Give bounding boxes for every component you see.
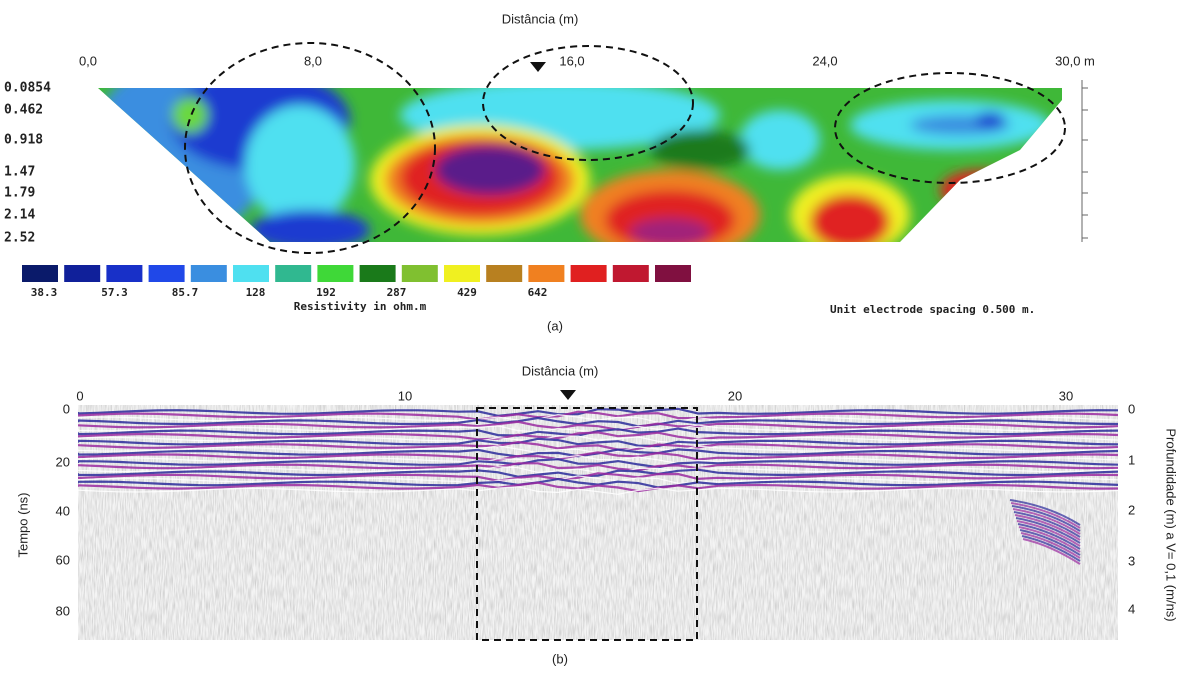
- y-tick-label: 0: [63, 401, 70, 416]
- legend-swatch: [360, 265, 396, 282]
- legend-label: 128: [246, 286, 266, 299]
- depth-tick-label: 0.0854: [4, 81, 51, 96]
- legend-swatch: [655, 265, 691, 282]
- caption: (b): [552, 651, 568, 666]
- legend-swatch: [402, 265, 438, 282]
- blob: [940, 170, 1020, 210]
- blob: [172, 97, 208, 133]
- blob: [630, 218, 710, 246]
- blob: [245, 105, 355, 225]
- x-tick-label: 24,0: [812, 53, 837, 68]
- blob: [975, 112, 1005, 128]
- figure: Distância (m) 0,0 8,0 16,0 24,0 30,0 m 0.085…: [0, 0, 1184, 668]
- depth-tick-label: 2.14: [4, 208, 35, 223]
- legend-swatch: [528, 265, 564, 282]
- depth-tick-label: 2.52: [4, 231, 35, 246]
- y2-tick-label: 1: [1128, 452, 1135, 467]
- legend-swatch: [486, 265, 522, 282]
- y2-tick-label: 0: [1128, 401, 1135, 416]
- note: Unit electrode spacing 0.500 m.: [830, 303, 1035, 316]
- x-tick-label: 0,0: [79, 53, 97, 68]
- legend-label: 287: [387, 286, 407, 299]
- y2-ticks: 0 1 2 3 4: [1128, 401, 1135, 616]
- y-tick-label: 40: [56, 503, 70, 518]
- legend-label: 38.3: [31, 286, 58, 299]
- depth-tick-label: 0.918: [4, 133, 43, 148]
- y-tick-label: 20: [56, 454, 70, 469]
- marker-arrow: [560, 390, 576, 400]
- blob: [810, 194, 890, 250]
- y2-tick-label: 3: [1128, 553, 1135, 568]
- legend-swatch: [571, 265, 607, 282]
- blob: [435, 145, 545, 195]
- legend-swatch: [106, 265, 142, 282]
- y2-tick-label: 2: [1128, 502, 1135, 517]
- legend-swatch: [317, 265, 353, 282]
- blob: [650, 130, 750, 170]
- x-tick-label: 8,0: [304, 53, 322, 68]
- legend-title: Resistivity in ohm.m: [294, 300, 427, 313]
- legend-label: 642: [528, 286, 548, 299]
- legend-swatch: [64, 265, 100, 282]
- depth-tick-label: 0.462: [4, 103, 43, 118]
- blob: [740, 110, 820, 170]
- x-tick-label: 30: [1059, 388, 1073, 403]
- page: {"panel_a": {"axis_title": "Distância (m…: [0, 0, 1184, 668]
- radargram: [78, 405, 1118, 640]
- resistivity-section: [90, 60, 1068, 260]
- y2-title: Profundidade (m) a V= 0,1 (m/ns): [1164, 428, 1179, 621]
- legend-label: 429: [457, 286, 477, 299]
- axis-title: Distância (m): [522, 363, 599, 378]
- legend-swatch: [149, 265, 185, 282]
- caption: (a): [547, 318, 563, 333]
- legend-swatch: [613, 265, 649, 282]
- y-title: Tempo (ns): [15, 492, 30, 557]
- axis-title: Distância (m): [502, 11, 579, 26]
- legend-swatch: [444, 265, 480, 282]
- blob: [250, 210, 370, 250]
- x-tick-label: 10: [398, 388, 412, 403]
- y-tick-label: 60: [56, 552, 70, 567]
- y2-tick-label: 4: [1128, 601, 1135, 616]
- legend-label: 192: [316, 286, 336, 299]
- legend-label: 57.3: [101, 286, 128, 299]
- depth-tick-label: 1.79: [4, 186, 35, 201]
- legend-swatch: [275, 265, 311, 282]
- legend-swatch: [233, 265, 269, 282]
- x-tick-label: 16,0: [559, 53, 584, 68]
- marker-arrow: [530, 62, 546, 72]
- legend: 38.3 57.3 85.7 128 192 287 429 642: [22, 265, 691, 299]
- x-tick-label: 20: [728, 388, 742, 403]
- y-tick-label: 80: [56, 603, 70, 618]
- legend-swatch: [22, 265, 58, 282]
- legend-swatch: [191, 265, 227, 282]
- y-ticks: 0 20 40 60 80: [56, 401, 70, 618]
- x-tick-label: 30,0 m: [1055, 53, 1095, 68]
- x-tick-label: 0: [76, 388, 83, 403]
- legend-label: 85.7: [172, 286, 199, 299]
- depth-tick-label: 1.47: [4, 165, 35, 180]
